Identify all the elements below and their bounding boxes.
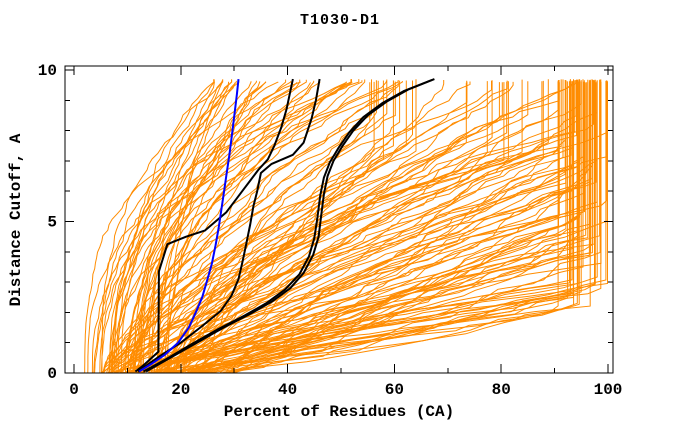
background-curve xyxy=(148,80,407,374)
background-curve xyxy=(125,81,261,373)
background-curve xyxy=(127,80,384,374)
background-curve xyxy=(102,79,562,374)
background-curve xyxy=(201,80,394,374)
background-curve xyxy=(170,80,560,374)
background-curve xyxy=(110,82,577,374)
chart-title: T1030-D1 xyxy=(299,12,380,29)
background-curve xyxy=(150,82,559,374)
background-curve xyxy=(193,81,569,374)
background-curve xyxy=(127,81,403,374)
background-curve xyxy=(101,79,224,373)
background-curve xyxy=(165,81,468,374)
background-curve xyxy=(172,81,580,374)
x-tick-label: 40 xyxy=(278,381,297,399)
x-tick-label: 100 xyxy=(594,381,623,399)
background-curve xyxy=(232,80,591,374)
background-curve xyxy=(136,80,591,374)
y-tick-label: 0 xyxy=(47,365,57,383)
background-curve xyxy=(167,80,363,373)
background-curve xyxy=(101,80,237,374)
background-curve xyxy=(175,82,505,374)
background-curve xyxy=(226,81,608,374)
series-highlighted-black-3 xyxy=(145,78,435,373)
background-curve xyxy=(131,79,591,374)
background-curve xyxy=(220,82,587,374)
plot-frame xyxy=(64,65,614,374)
background-curve xyxy=(133,80,315,374)
background-curve xyxy=(103,80,492,374)
background-curve xyxy=(108,79,233,374)
background-curve xyxy=(219,79,574,374)
background-curve xyxy=(102,79,388,374)
x-tick-label: 0 xyxy=(69,381,79,399)
series-highlighted-black-4 xyxy=(142,79,433,373)
background-curve xyxy=(124,79,581,374)
background-curve xyxy=(119,82,597,374)
background-curve xyxy=(149,80,387,373)
background-curve xyxy=(91,79,366,373)
background-curve xyxy=(108,82,236,374)
background-curve xyxy=(114,82,574,374)
background-curve xyxy=(168,79,593,374)
y-tick-label: 5 xyxy=(47,214,57,232)
x-axis-label: Percent of Residues (CA) xyxy=(223,403,455,421)
background-curve xyxy=(177,80,585,374)
background-curve xyxy=(84,81,279,373)
x-tick-label: 80 xyxy=(492,381,511,399)
background-curve xyxy=(132,82,560,374)
background-curve xyxy=(173,80,574,374)
background-curve xyxy=(185,81,508,374)
background-curve xyxy=(206,80,559,374)
x-tick-label: 20 xyxy=(171,381,190,399)
background-curve xyxy=(132,81,267,374)
series-highlighted-blue xyxy=(138,78,240,373)
background-curve xyxy=(166,80,594,374)
background-curve xyxy=(160,82,598,374)
background-curve xyxy=(193,80,598,374)
background-curve xyxy=(197,80,581,374)
background-curve xyxy=(181,82,503,374)
background-curve xyxy=(176,81,578,374)
background-curve xyxy=(186,80,567,374)
background-curve xyxy=(99,79,352,373)
background-curve xyxy=(122,80,399,374)
background-curve xyxy=(125,81,570,374)
background-curve xyxy=(108,79,417,374)
background-curve xyxy=(222,79,571,374)
series-highlighted-black-1 xyxy=(134,78,294,373)
background-curve xyxy=(106,81,559,374)
background-curve xyxy=(172,82,467,374)
series-highlighted-black-2 xyxy=(137,78,321,373)
background-curve xyxy=(164,80,573,374)
background-curve xyxy=(156,81,230,373)
background-curve xyxy=(163,79,579,374)
background-curve xyxy=(156,81,582,374)
x-tick-label: 60 xyxy=(385,381,404,399)
y-tick-label: 10 xyxy=(38,62,57,80)
background-curve xyxy=(188,80,544,374)
background-curve xyxy=(214,80,590,374)
background-curve xyxy=(111,81,252,374)
background-curve xyxy=(87,79,352,374)
background-curve xyxy=(128,81,509,374)
background-curve xyxy=(142,80,571,374)
background-curve xyxy=(93,79,215,374)
background-curve xyxy=(117,81,301,373)
background-curve xyxy=(113,79,215,373)
background-curve xyxy=(142,79,307,373)
